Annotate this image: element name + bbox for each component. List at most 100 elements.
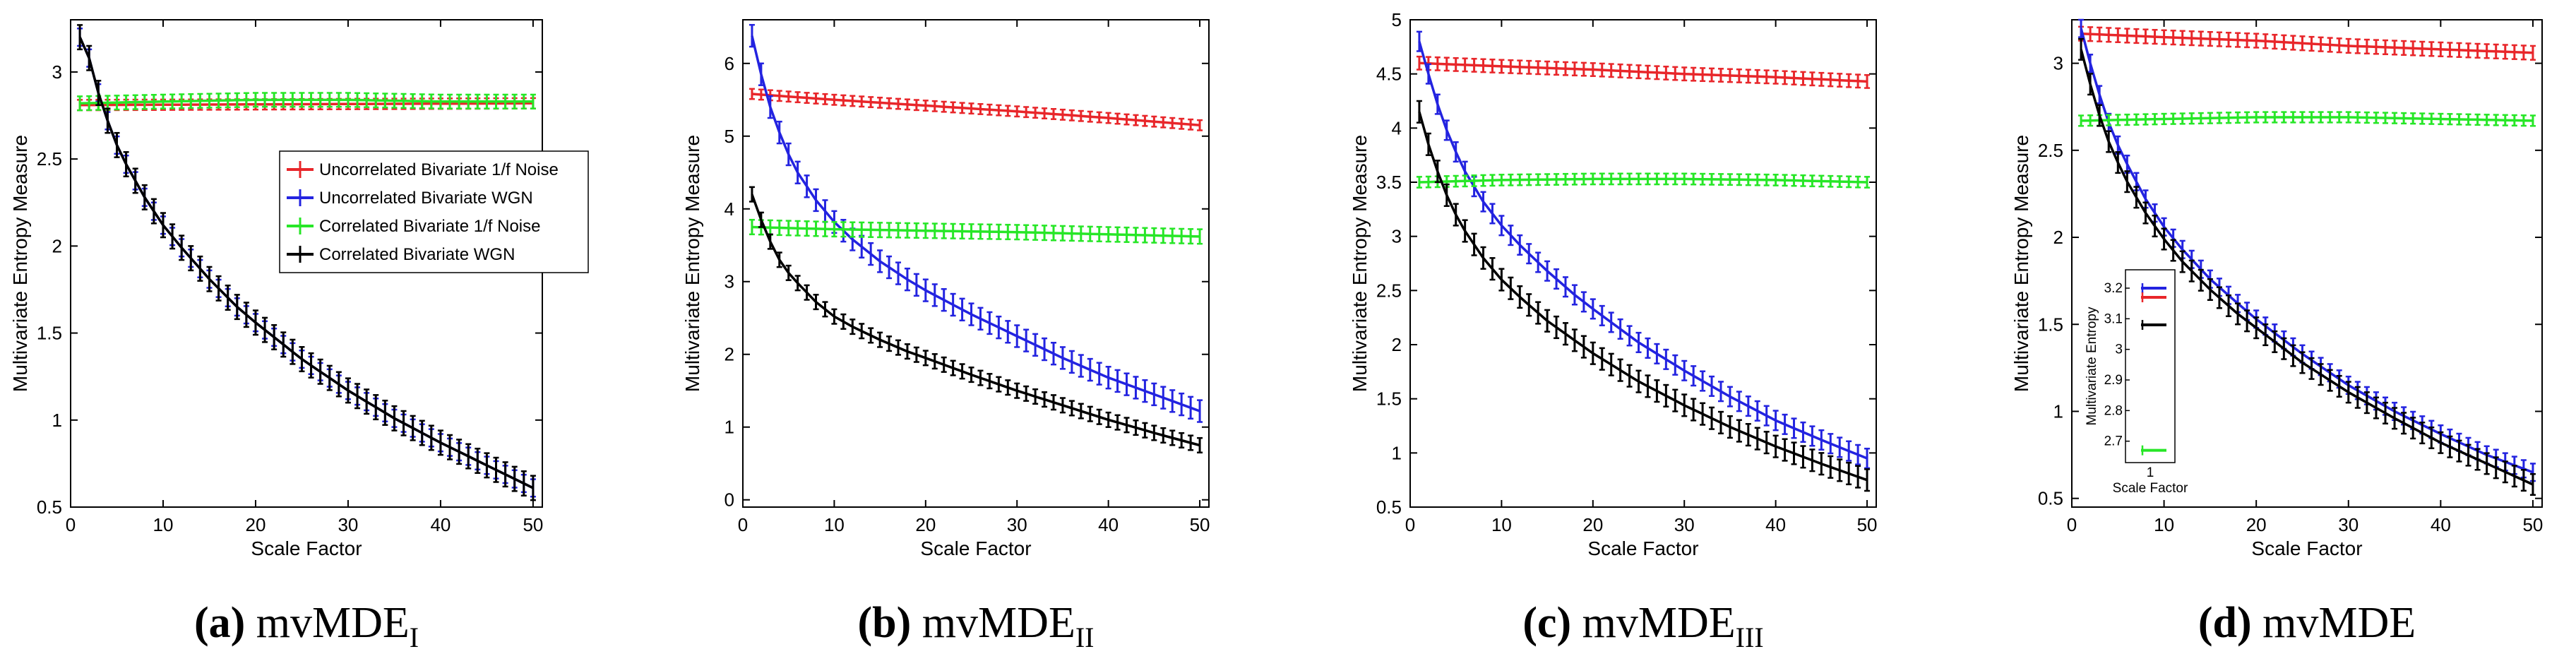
series-0: [2078, 25, 2536, 61]
panel-caption: (c) mvMDEIII: [1522, 599, 1763, 653]
inset-x-tick-label: 1: [2147, 465, 2154, 480]
series-0: [1416, 55, 1871, 89]
x-tick-label: 40: [430, 514, 451, 535]
y-tick-label: 5: [724, 126, 734, 147]
x-tick-label: 50: [1190, 514, 1210, 535]
y-tick-label: 3: [52, 61, 62, 83]
legend: Uncorrelated Bivariate 1/f Noise Uncorrel…: [279, 150, 589, 273]
x-tick-label: 20: [1582, 514, 1603, 535]
series-2: [2078, 111, 2536, 127]
inset-y-label: Multivariate Entropy: [2085, 307, 2099, 425]
x-tick-label: 50: [523, 514, 543, 535]
inset-y-tick-label: 3: [2115, 343, 2123, 357]
caption-letter: (d): [2198, 599, 2252, 647]
y-tick-label: 5: [1392, 9, 1402, 30]
series-line: [751, 35, 1200, 412]
x-axis-label: Scale Factor: [920, 537, 1031, 559]
y-axis-label: Multivariate Entropy Measure: [9, 135, 31, 392]
y-tick-label: 6: [724, 53, 734, 74]
x-axis-label: Scale Factor: [251, 537, 362, 559]
series-line: [2081, 32, 2533, 54]
panel-caption: (d) mvMDE: [2198, 599, 2416, 647]
y-axis-label: Multivariate Entropy Measure: [1349, 135, 1371, 392]
y-tick-label: 2.5: [1376, 280, 1402, 301]
series-3: [1416, 100, 1871, 492]
y-tick-label: 3: [2053, 53, 2063, 74]
legend-label: Correlated Bivariate WGN: [319, 245, 515, 264]
inset-y-tick-label: 3.1: [2104, 311, 2123, 326]
caption-letter: (c): [1522, 599, 1571, 647]
caption-letter: (b): [858, 599, 912, 647]
y-tick-label: 2: [52, 235, 62, 256]
series-line: [1418, 41, 1868, 460]
y-tick-label: 2: [724, 344, 734, 365]
x-tick-label: 50: [2522, 514, 2543, 535]
series-line: [751, 194, 1200, 447]
series-line: [1418, 111, 1868, 482]
y-tick-label: 4.5: [1376, 64, 1402, 85]
caption-method: mvMDE: [2252, 599, 2416, 647]
inset-y-tick-label: 2.9: [2104, 373, 2123, 388]
x-tick-label: 30: [1007, 514, 1027, 535]
x-tick-label: 10: [2154, 514, 2174, 535]
y-tick-label: 3: [1392, 226, 1402, 247]
series-line: [751, 93, 1200, 127]
series-line: [78, 36, 534, 489]
y-tick-label: 3.5: [1376, 172, 1402, 193]
plot-area: [2071, 19, 2543, 508]
chart-panel-c: 0 10 20 30 40 50 0.5 1 1.5 2 2.5 3 3.5 4 4.5 5 Scale Fac…: [1349, 9, 1878, 653]
panel-caption: (a) mvMDEI: [194, 599, 419, 653]
legend-label: Uncorrelated Bivariate 1/f Noise: [319, 160, 559, 179]
inset-area: [2125, 269, 2176, 463]
y-tick-label: 2.5: [2038, 140, 2063, 161]
panel-caption: (b) mvMDEII: [858, 599, 1095, 653]
x-tick-label: 20: [2246, 514, 2267, 535]
y-tick-label: 1: [52, 410, 62, 431]
x-tick-label: 0: [738, 514, 748, 535]
series-2: [749, 218, 1203, 245]
y-tick-label: 1.5: [2038, 314, 2063, 335]
y-tick-label: 3: [724, 271, 734, 292]
y-tick-label: 1.5: [37, 323, 62, 344]
series-2: [77, 92, 536, 112]
legend-label: Correlated Bivariate 1/f Noise: [319, 217, 540, 236]
series-2: [1416, 172, 1871, 189]
series-line: [751, 225, 1200, 238]
caption-subscript: I: [410, 622, 419, 653]
series-3: [749, 186, 1203, 454]
chart-panel-a: 0 10 20 30 40 50 0.5 1 1.5 2 2.5 3 Scale Factor Multi…: [9, 19, 589, 653]
x-tick-label: 10: [1491, 514, 1512, 535]
x-tick-label: 0: [2067, 514, 2077, 535]
x-tick-label: 0: [66, 514, 76, 535]
series-3: [77, 24, 536, 501]
legend-label: Uncorrelated Bivariate WGN: [319, 189, 533, 208]
caption-subscript: II: [1075, 622, 1095, 653]
series-line: [2081, 116, 2533, 122]
inset-y-tick-label: 3.2: [2104, 281, 2123, 296]
inset-y-tick-label: 2.7: [2104, 434, 2123, 449]
x-tick-label: 40: [1765, 514, 1786, 535]
chart-panel-d: 0 10 20 30 40 50 0.5 1 1.5 2 2.5 3 Scale Factor Multi…: [2010, 18, 2543, 647]
y-tick-label: 2.5: [37, 148, 62, 170]
x-tick-label: 10: [824, 514, 845, 535]
x-tick-label: 50: [1857, 514, 1878, 535]
x-tick-label: 30: [2338, 514, 2359, 535]
series-1: [749, 23, 1203, 423]
series-line: [80, 102, 533, 107]
x-tick-label: 40: [2431, 514, 2451, 535]
x-axis-label: Scale Factor: [2251, 537, 2362, 559]
caption-method: mvMDE: [911, 599, 1075, 647]
caption-method: mvMDE: [245, 599, 410, 647]
y-tick-label: 1: [724, 417, 734, 438]
y-tick-label: 1: [2053, 400, 2063, 422]
y-axis-label: Multivariate Entropy Measure: [2010, 135, 2032, 392]
series-line: [2080, 49, 2534, 486]
y-tick-label: 0.5: [1376, 496, 1402, 518]
legend-box: [279, 150, 589, 273]
y-tick-label: 1.5: [1376, 388, 1402, 410]
y-tick-label: 4: [1392, 117, 1402, 138]
chart-panel-b: 0 10 20 30 40 50 0 1 2 3 4 5 6 Scale Factor Multivaria…: [681, 19, 1210, 653]
x-axis-label: Scale Factor: [1587, 537, 1698, 559]
